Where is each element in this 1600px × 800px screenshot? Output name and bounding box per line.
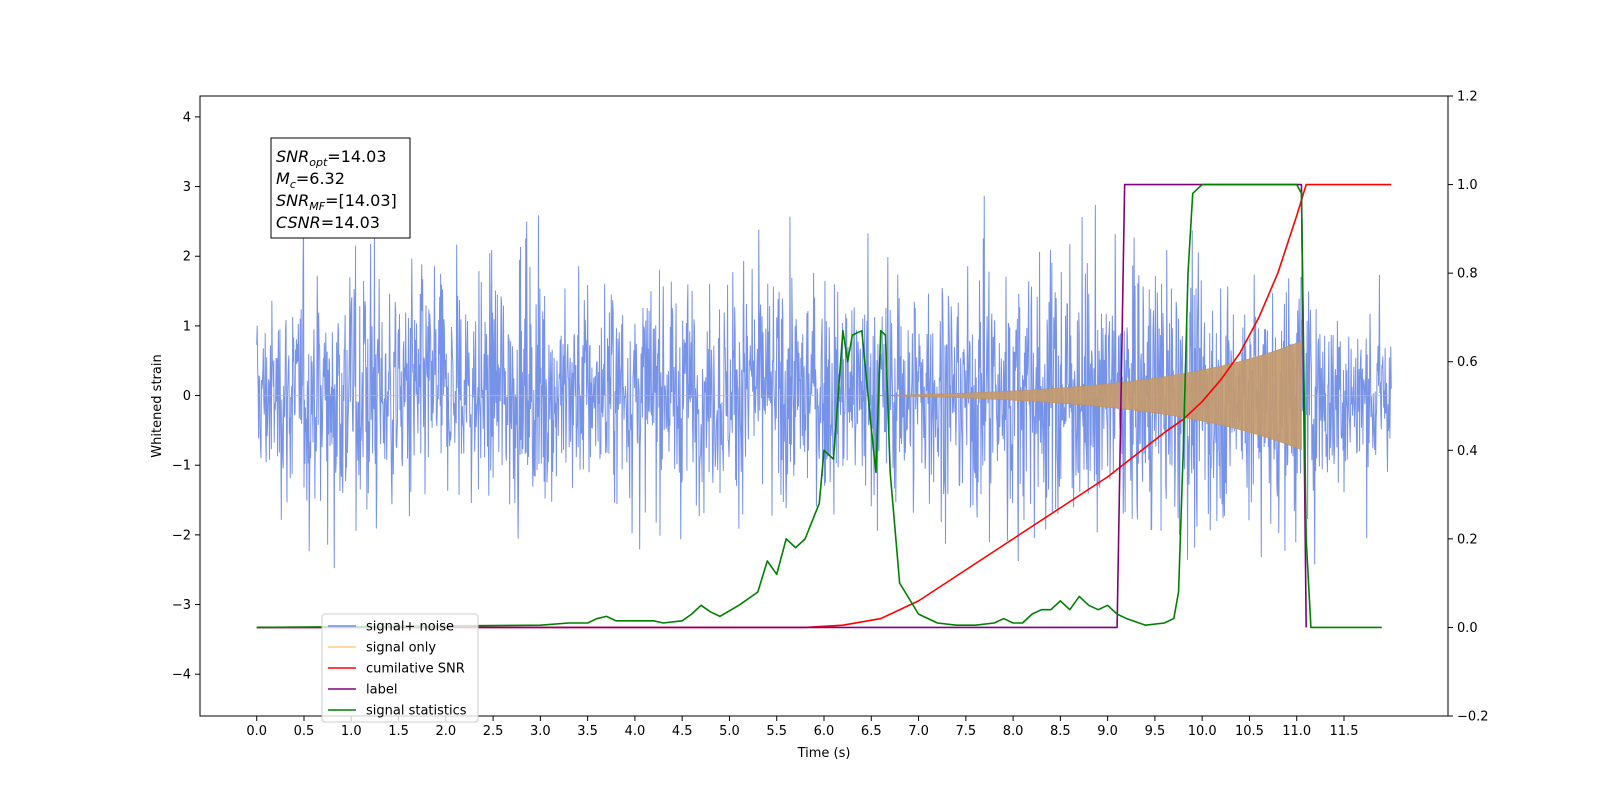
annotation-value: =14.03 [327, 147, 386, 166]
right-y-tick-label: 0.2 [1457, 532, 1478, 547]
annotation-line: Mc=6.32 [276, 169, 345, 191]
x-tick-label: 3.0 [530, 724, 551, 739]
x-axis-ticks: 0.0 0.5 1.0 1.5 2.0 2.5 3.0 3.5 4.0 4.5 5.0 5.5 6.0 6… [246, 716, 1358, 739]
x-axis-label: Time (s) [797, 746, 851, 761]
annotation-line: SNRopt=14.03 [276, 147, 387, 169]
x-tick-label: 9.0 [1097, 724, 1118, 739]
legend-label: signal statistics [366, 704, 467, 719]
y-axis-label: Whitened strain [150, 354, 165, 457]
right-axis-series [256, 183, 1392, 629]
x-tick-label: 6.5 [861, 724, 882, 739]
legend-frame [321, 613, 479, 723]
plot-area [256, 183, 1392, 629]
x-tick-label: 4.5 [672, 724, 693, 739]
signal-only-chirp [861, 340, 1302, 451]
right-y-tick-label: −0.2 [1457, 710, 1489, 725]
plot-frame [199, 95, 1449, 717]
x-tick-label: 11.0 [1282, 724, 1311, 739]
annotation-value: =[14.03] [325, 191, 397, 210]
annotation-subscript: opt [309, 156, 328, 169]
x-tick-label: 11.5 [1330, 724, 1359, 739]
left-y-tick-label: 0 [183, 389, 191, 404]
x-tick-label: 1.0 [341, 724, 362, 739]
signal-noise-line [256, 195, 1392, 569]
right-y-axis-ticks: −0.2 0.0 0.2 0.4 0.6 0.8 1.0 1.2 [1448, 90, 1489, 725]
x-tick-label: 7.0 [908, 724, 929, 739]
left-y-tick-label: −4 [172, 668, 191, 683]
annotation-subscript: MF [309, 200, 325, 213]
x-tick-label: 6.0 [814, 724, 835, 739]
signal-noise-series [256, 195, 1392, 569]
left-y-tick-label: 1 [183, 319, 191, 334]
annotation-symbol: SNR [276, 147, 309, 166]
x-tick-label: 2.5 [483, 724, 504, 739]
signal-statistics-line [256, 183, 1382, 629]
right-y-tick-label: 0.6 [1457, 355, 1478, 370]
annotation-line: CSNR=14.03 [276, 213, 380, 232]
x-tick-label: 2.0 [435, 724, 456, 739]
x-tick-label: 10.5 [1235, 724, 1264, 739]
left-y-axis-ticks: −4 −3 −2 −1 0 1 2 3 4 [172, 110, 200, 683]
annotation-box: SNRopt=14.03Mc=6.32SNRMF=[14.03]CSNR=14.… [270, 137, 411, 239]
signal-only-series [256, 340, 1392, 451]
legend-label: signal only [366, 641, 436, 656]
left-y-tick-label: −3 [172, 598, 191, 613]
left-y-tick-label: 2 [183, 250, 191, 265]
x-tick-label: 10.0 [1188, 724, 1217, 739]
right-y-tick-label: 1.2 [1457, 90, 1478, 105]
annotation-line: SNRMF=[14.03] [276, 191, 397, 213]
x-tick-label: 8.5 [1050, 724, 1071, 739]
left-y-tick-label: −2 [172, 528, 191, 543]
right-y-tick-label: 0.0 [1457, 621, 1478, 636]
x-tick-label: 5.0 [719, 724, 740, 739]
annotation-value: =6.32 [296, 169, 345, 188]
x-tick-label: 1.5 [388, 724, 409, 739]
x-tick-label: 0.5 [294, 724, 315, 739]
annotation-frame [270, 137, 411, 239]
left-y-tick-label: 4 [183, 110, 191, 125]
legend-label: label [366, 683, 397, 698]
x-tick-label: 5.5 [766, 724, 787, 739]
legend-label: signal+ noise [366, 620, 454, 635]
x-tick-label: 0.0 [246, 724, 267, 739]
x-tick-label: 4.0 [625, 724, 646, 739]
legend-label: cumilative SNR [366, 662, 465, 677]
right-y-tick-label: 1.0 [1457, 178, 1478, 193]
x-tick-label: 3.5 [577, 724, 598, 739]
cumilative-snr-line [256, 183, 1392, 629]
annotation-value: =14.03 [321, 213, 380, 232]
annotation-symbol: SNR [276, 191, 309, 210]
right-y-tick-label: 0.4 [1457, 444, 1478, 459]
right-y-tick-label: 0.8 [1457, 267, 1478, 282]
x-tick-label: 9.5 [1145, 724, 1166, 739]
legend: signal+ noise signal only cumilative SNR la… [321, 613, 479, 723]
annotation-subscript: c [290, 178, 296, 191]
annotation-symbol: M [276, 169, 290, 188]
left-y-tick-label: −1 [172, 459, 191, 474]
left-y-tick-label: 3 [183, 180, 191, 195]
x-tick-label: 8.0 [1003, 724, 1024, 739]
x-tick-label: 7.5 [955, 724, 976, 739]
annotation-symbol: CSNR [276, 213, 321, 232]
